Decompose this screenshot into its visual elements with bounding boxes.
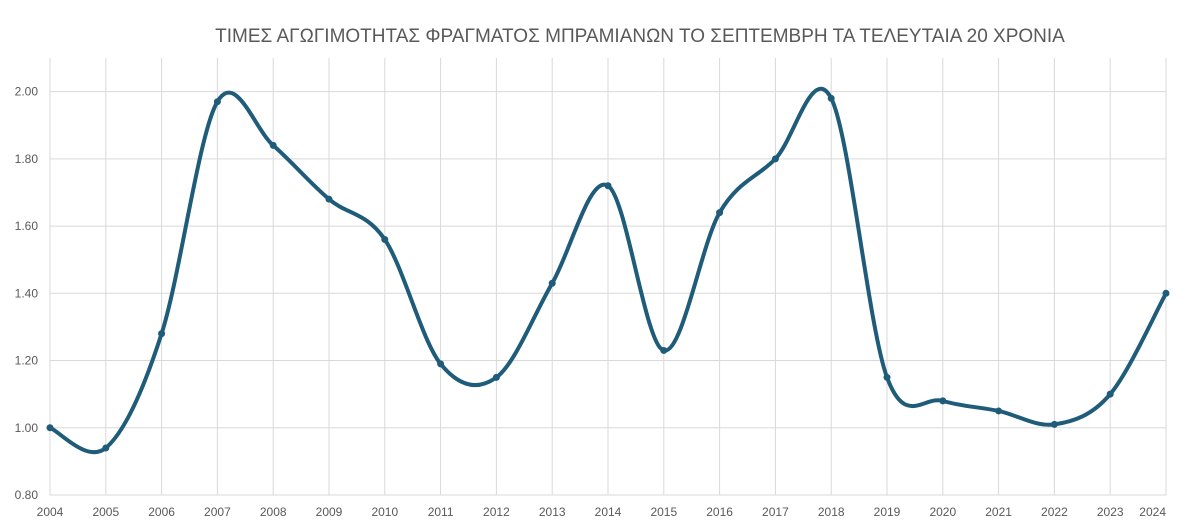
data-point-2014 (604, 182, 612, 190)
gridlines (49, 58, 1167, 496)
y-tick-label: 1.40 (15, 286, 39, 300)
data-point-2022 (1050, 420, 1058, 428)
x-tick-label: 2005 (92, 505, 119, 519)
y-tick-label: 1.80 (15, 152, 39, 166)
x-tick-label: 2004 (37, 505, 64, 519)
y-axis-tick-labels: 0.80 1.00 1.20 1.40 1.60 1.80 2.00 (15, 85, 39, 502)
data-point-2004 (46, 424, 54, 432)
x-tick-label: 2017 (762, 505, 789, 519)
x-tick-label: 2010 (371, 505, 398, 519)
data-point-2009 (325, 195, 333, 203)
x-tick-label: 2016 (706, 505, 733, 519)
x-tick-label: 2022 (1041, 505, 1068, 519)
x-tick-label: 2018 (818, 505, 845, 519)
data-point-2013 (548, 279, 556, 287)
chart-title: ΤΙΜΕΣ ΑΓΩΓΙΜΟΤΗΤΑΣ ΦΡΑΓΜΑΤΟΣ ΜΠΡΑΜΙΑΝΩΝ … (215, 26, 1065, 47)
y-tick-label: 1.20 (15, 354, 39, 368)
data-point-2021 (995, 407, 1003, 415)
y-tick-label: 1.00 (15, 421, 39, 435)
data-point-2016 (716, 209, 724, 217)
x-tick-label: 2015 (650, 505, 677, 519)
data-point-2011 (437, 360, 445, 368)
x-tick-label: 2020 (929, 505, 956, 519)
x-tick-label: 2014 (595, 505, 622, 519)
data-point-2015 (660, 346, 668, 354)
x-tick-label: 2021 (985, 505, 1012, 519)
x-tick-label: 2012 (483, 505, 510, 519)
data-point-2020 (939, 397, 947, 405)
data-point-2023 (1106, 390, 1114, 398)
x-tick-label: 2019 (874, 505, 901, 519)
x-axis-tick-labels: 2004 2005 2006 2007 2008 2009 2010 2011 2012 2013… (37, 505, 1167, 519)
x-tick-label: 2008 (260, 505, 287, 519)
data-point-2010 (381, 236, 389, 244)
x-tick-label: 2007 (204, 505, 231, 519)
x-tick-label: 2011 (428, 505, 454, 519)
data-point-2008 (269, 141, 277, 149)
y-tick-label: 2.00 (15, 85, 39, 99)
data-point-2007 (213, 98, 221, 106)
x-tick-label: 2024 (1139, 505, 1166, 519)
data-point-2024 (1162, 289, 1170, 297)
data-point-2012 (492, 373, 500, 381)
y-tick-label: 0.80 (15, 488, 39, 502)
data-point-2005 (102, 444, 110, 452)
x-tick-label: 2009 (316, 505, 343, 519)
data-points (46, 94, 1170, 452)
x-tick-label: 2013 (539, 505, 566, 519)
data-point-2006 (158, 330, 166, 338)
y-tick-label: 1.60 (15, 219, 39, 233)
data-point-2019 (883, 373, 891, 381)
x-tick-label: 2023 (1097, 505, 1124, 519)
data-point-2018 (827, 94, 835, 102)
x-tick-label: 2006 (148, 505, 175, 519)
data-point-2017 (771, 155, 779, 163)
